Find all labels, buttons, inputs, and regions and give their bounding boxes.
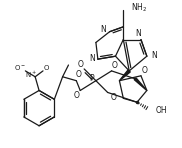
Text: NH$_2$: NH$_2$ (131, 2, 147, 15)
Text: N: N (89, 54, 95, 63)
Text: N$^+$: N$^+$ (25, 70, 37, 80)
Text: O: O (142, 66, 148, 75)
Text: N: N (100, 25, 106, 34)
Text: O: O (111, 93, 116, 102)
Text: O: O (112, 61, 117, 70)
Text: O: O (77, 59, 83, 69)
Text: OH: OH (156, 106, 167, 115)
Text: N: N (135, 29, 141, 38)
Text: O: O (73, 91, 79, 100)
Text: O: O (75, 70, 81, 79)
Text: N: N (151, 51, 157, 60)
Text: O$^-$: O$^-$ (14, 63, 27, 73)
Text: O: O (43, 65, 49, 71)
Polygon shape (134, 78, 147, 90)
Text: P: P (90, 74, 94, 83)
Polygon shape (119, 70, 130, 81)
